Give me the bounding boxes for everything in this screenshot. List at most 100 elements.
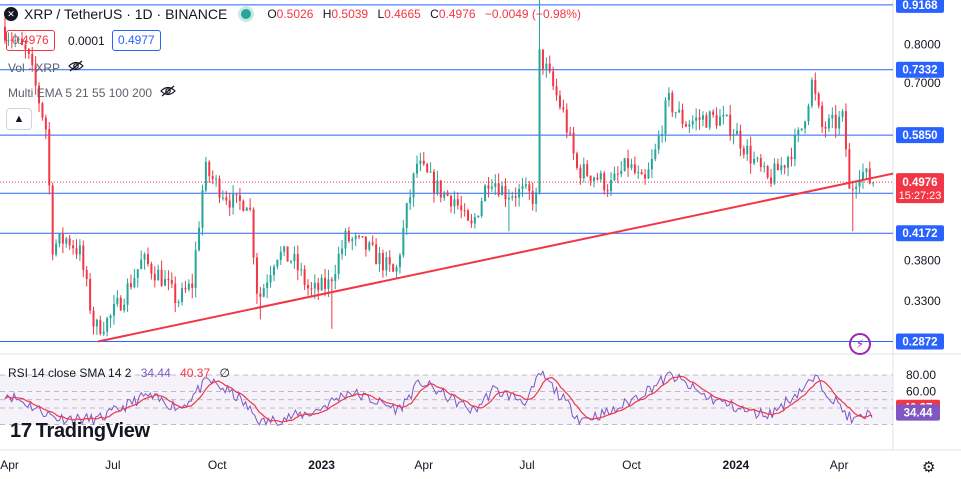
candle-body	[776, 163, 779, 171]
candle-body	[177, 301, 180, 304]
y-tick-label: 0.8000	[904, 37, 941, 51]
buy-price-button[interactable]: 0.4977	[112, 30, 161, 51]
candle-body	[456, 199, 459, 206]
gear-icon[interactable]: ⚙	[922, 459, 936, 476]
eye-off-icon[interactable]	[68, 60, 84, 75]
candle-body	[691, 120, 694, 125]
candle-body	[439, 180, 442, 198]
support-trendline	[97, 172, 894, 343]
candle-body	[395, 267, 398, 272]
candle-body	[746, 145, 749, 155]
tradingview-logo: 17 TradingView	[10, 420, 150, 442]
candle-body	[848, 149, 851, 189]
candle-body	[123, 304, 126, 311]
candle-body	[844, 111, 847, 150]
candle-body	[289, 261, 292, 263]
candle-body	[21, 38, 24, 45]
candle-body	[467, 210, 470, 221]
candle-body	[766, 166, 769, 178]
candle-body	[136, 269, 139, 278]
candle-body	[238, 195, 241, 201]
rsi-tick-label: 80.00	[906, 368, 936, 382]
candle-body	[415, 163, 418, 174]
ema-label: Multi EMA 5 21 55 100 200	[8, 85, 153, 100]
candle-body	[800, 128, 803, 131]
candle-body	[334, 273, 337, 281]
x-tick-label: 2023	[308, 458, 335, 472]
candle-body	[477, 215, 480, 218]
candle-body	[269, 275, 272, 283]
candle-body	[582, 164, 585, 179]
ohlc-readout: O0.5026 H0.5039 L0.4665 C0.4976 −0.0049 …	[267, 7, 581, 21]
candle-body	[858, 179, 861, 187]
symbol-title[interactable]: XRP / TetherUS · 1D · BINANCE	[24, 6, 228, 22]
candle-body	[861, 172, 864, 180]
candle-body	[31, 53, 34, 66]
candle-body	[225, 197, 228, 201]
candle-body	[868, 168, 871, 184]
rsi-legend[interactable]: RSI 14 close SMA 14 2 34.44 40.37 ∅	[8, 366, 230, 380]
candle-body	[555, 86, 558, 96]
candle-body	[184, 288, 187, 290]
candle-body	[834, 114, 837, 129]
countdown-label: 15:27:23	[899, 190, 942, 202]
candle-body	[698, 117, 701, 120]
sell-price-button[interactable]: 0.4976	[6, 30, 55, 51]
candle-body	[538, 49, 541, 193]
candle-body	[763, 166, 766, 168]
candle-body	[34, 65, 37, 86]
candle-body	[695, 117, 698, 121]
candle-body	[480, 201, 483, 216]
eye-off-icon[interactable]	[160, 85, 176, 100]
x-tick-label: Oct	[622, 458, 641, 472]
candle-body	[535, 192, 538, 204]
lightning-icon[interactable]: ⚡	[849, 333, 871, 355]
candle-body	[664, 100, 667, 135]
candle-body	[82, 245, 85, 270]
candle-body	[780, 165, 783, 171]
rsi-value: 34.44	[140, 366, 171, 380]
candle-body	[266, 282, 269, 289]
candle-body	[228, 200, 231, 208]
candle-body	[732, 134, 735, 136]
candle-body	[872, 182, 875, 184]
candle-body	[211, 176, 214, 179]
candle-body	[661, 134, 664, 137]
candle-body	[841, 111, 844, 117]
candle-body	[75, 248, 78, 255]
candle-body	[14, 40, 17, 42]
candle-body	[494, 183, 497, 187]
rsi-sma-value: 40.37	[180, 366, 211, 380]
candle-body	[95, 319, 98, 327]
candle-body	[44, 117, 47, 130]
candle-body	[558, 95, 561, 108]
candle-body	[164, 278, 167, 286]
spread-value: 0.0001	[68, 33, 105, 48]
candle-body	[181, 288, 184, 302]
ema-indicator-legend[interactable]: Multi EMA 5 21 55 100 200	[8, 85, 176, 100]
candle-body	[351, 239, 354, 241]
candle-body	[327, 279, 330, 289]
candle-body	[10, 39, 13, 41]
candle-body	[72, 245, 75, 249]
candle-body	[252, 209, 255, 258]
candle-body	[821, 105, 824, 127]
candle-body	[126, 283, 129, 305]
candle-body	[814, 80, 817, 94]
candle-body	[562, 107, 565, 110]
chevron-up-icon[interactable]: ▲	[6, 108, 32, 130]
candle-body	[623, 158, 626, 171]
candle-body	[572, 132, 575, 154]
candle-body	[17, 38, 20, 41]
candle-body	[324, 277, 327, 289]
candle-body	[507, 197, 510, 200]
candle-body	[701, 115, 704, 120]
candle-body	[85, 269, 88, 280]
candle-body	[436, 180, 439, 193]
candle-body	[718, 116, 721, 126]
volume-indicator-legend[interactable]: Vol · XRP	[8, 60, 84, 75]
candle-body	[146, 254, 149, 264]
candle-body	[678, 109, 681, 113]
candle-body	[749, 145, 752, 164]
